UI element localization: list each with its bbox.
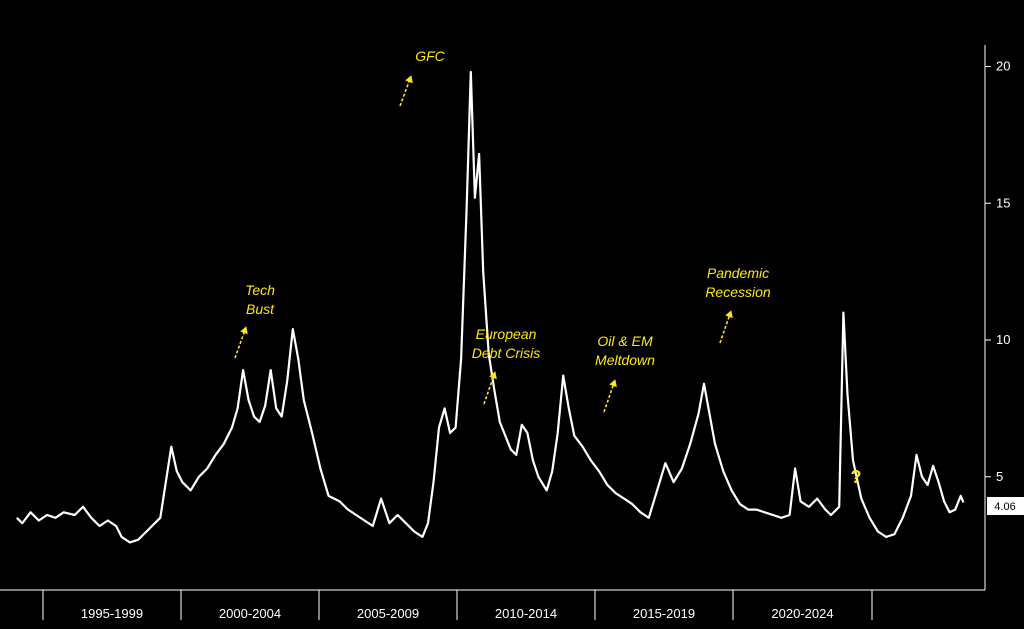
annotation-arrow-head [240,326,248,335]
annotation-arrow-head [489,371,497,380]
annotation-arrow-head [609,379,617,388]
axes-layer [0,45,986,591]
x-period-label: 2020-2024 [771,606,833,621]
last-value-text: 4.06 [994,501,1015,513]
x-period-label: 2005-2009 [357,606,419,621]
annotation-label: Bust [246,301,275,317]
annotation-label: Debt Crisis [472,345,540,361]
series-line [16,70,965,544]
y-tick-label: 5 [996,469,1003,484]
annotation: Pandemic Recession [705,265,771,344]
annotation-label: Oil & EM [597,333,653,349]
y-axis-ticks: 5 10 15 20 [985,59,1010,484]
last-value-tag: 4.06 [987,497,1024,515]
annotation-label: Meltdown [595,352,655,368]
annotation-arrow-head [405,75,413,84]
y-tick-label: 10 [996,332,1010,347]
annotation-arrow-shaft [399,78,411,107]
annotation-arrow-shaft [483,374,495,405]
annotation: European Debt Crisis [472,326,540,405]
annotation-layer: GFC Tech Bust European Debt Crisis Oil & EM Me… [234,48,771,413]
y-tick-label: 20 [996,59,1010,74]
x-period-label: 2010-2014 [495,606,557,621]
annotation-arrow-head [725,310,733,319]
annotation-label: GFC [415,48,445,64]
annotation-label: European [476,326,537,342]
x-period-label: 2015-2019 [633,606,695,621]
y-tick-label: 15 [996,195,1010,210]
last-value-box [987,497,1024,515]
annotation-label: Recession [705,284,771,300]
series-layer [16,70,965,544]
question-mark: ? [851,467,862,487]
annotation: Tech Bust [234,282,275,359]
annotation: Oil & EM Meltdown [595,333,655,413]
x-axis-labels: 1995-1999 2000-2004 2005-2009 2010-2014 2015… [42,590,873,621]
annotation-arrow-shaft [719,313,731,344]
annotation-label: Pandemic [707,265,769,281]
annotation-arrow-shaft [234,329,246,359]
annotation-label: Tech [245,282,275,298]
annotation: GFC [399,48,446,107]
annotation-arrow-shaft [603,382,615,413]
x-period-label: 1995-1999 [81,606,143,621]
x-period-label: 2000-2004 [219,606,281,621]
